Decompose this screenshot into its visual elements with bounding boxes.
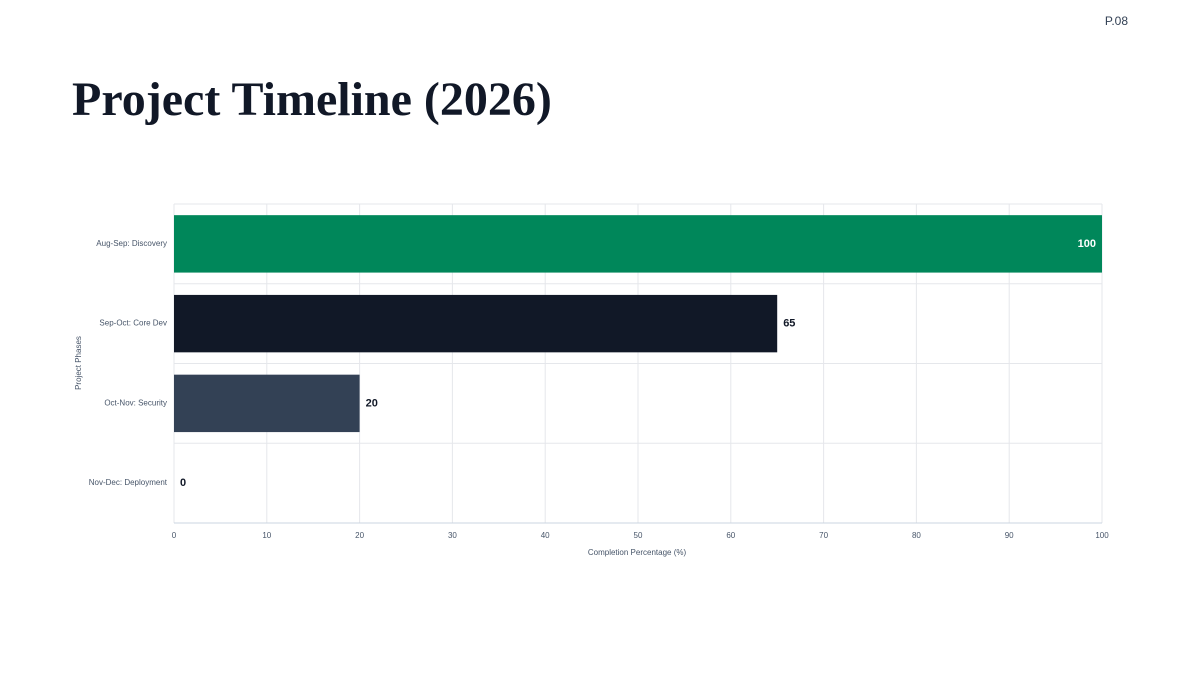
value-label: 100 — [1078, 238, 1096, 250]
x-axis-title: Completion Percentage (%) — [588, 548, 687, 557]
x-tick-label: 70 — [819, 531, 828, 540]
x-tick-label: 90 — [1005, 531, 1014, 540]
x-tick-label: 10 — [262, 531, 271, 540]
bar — [174, 374, 360, 433]
value-label: 65 — [783, 318, 795, 330]
value-label: 0 — [180, 477, 186, 489]
x-tick-label: 60 — [726, 531, 735, 540]
y-tick-label: Aug-Sep: Discovery — [96, 239, 167, 248]
x-tick-label: 20 — [355, 531, 364, 540]
x-tick-label: 80 — [912, 531, 921, 540]
x-tick-label: 0 — [172, 531, 177, 540]
y-tick-label: Oct-Nov: Security — [104, 398, 167, 407]
x-tick-label: 50 — [634, 531, 643, 540]
y-tick-label: Nov-Dec: Deployment — [89, 478, 168, 487]
x-tick-label: 100 — [1095, 531, 1109, 540]
bar — [174, 215, 1102, 273]
page-number: P.08 — [1104, 14, 1128, 28]
slide-title: Project Timeline (2026) — [72, 73, 552, 126]
bar — [174, 294, 778, 353]
x-tick-label: 40 — [541, 531, 550, 540]
y-tick-label: Sep-Oct: Core Dev — [99, 319, 167, 328]
value-label: 20 — [366, 397, 378, 409]
x-tick-label: 30 — [448, 531, 457, 540]
y-axis-title: Project Phases — [74, 336, 83, 390]
